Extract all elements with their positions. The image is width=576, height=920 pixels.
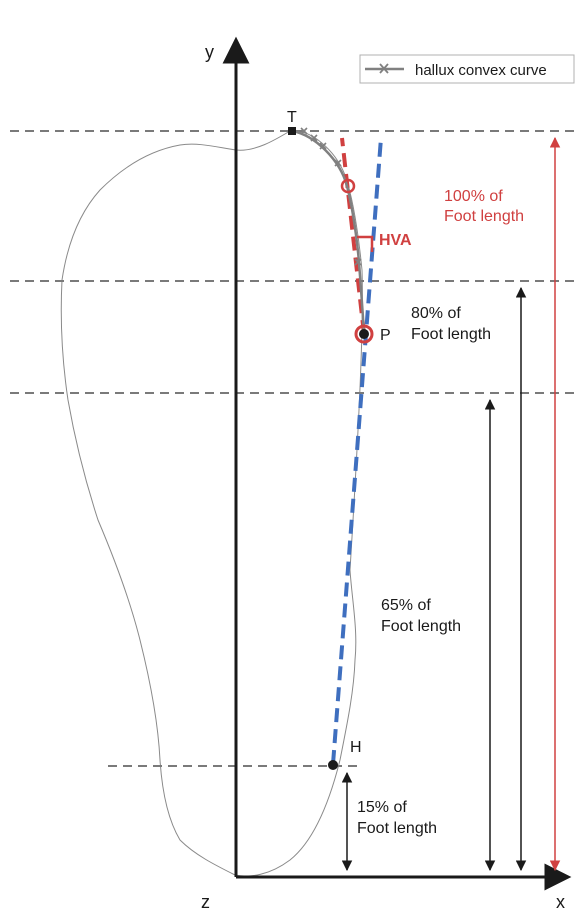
point-p-marker — [359, 329, 369, 339]
point-p-ring — [354, 324, 374, 344]
label-65-line1: 65% of — [381, 597, 431, 614]
legend-label: hallux convex curve — [415, 62, 547, 79]
label-15-line1: 15% of — [357, 799, 407, 816]
z-axis-label: z — [201, 892, 210, 912]
curve-inflection-marker — [340, 178, 356, 194]
label-100-line1: 100% of — [444, 188, 503, 205]
label-65-line2: Foot length — [381, 618, 461, 635]
label-100-line2: Foot length — [444, 208, 524, 225]
hva-label: HVA — [379, 232, 412, 249]
hallux-line — [340, 137, 366, 335]
hallux-convex-curve — [291, 129, 366, 335]
y-axis-label: y — [205, 42, 214, 62]
legend: hallux convex curve — [359, 54, 575, 84]
x-axis-label: x — [556, 892, 565, 912]
point-h-label: H — [350, 739, 362, 756]
point-p-label: P — [380, 327, 391, 344]
hva-bracket — [357, 235, 374, 252]
label-15-line2: Foot length — [357, 820, 437, 837]
point-t-label: T — [287, 109, 297, 126]
label-80-line1: 80% of — [411, 305, 461, 322]
curve-markers — [300, 127, 362, 266]
label-80-line2: Foot length — [411, 326, 491, 343]
point-h-marker — [328, 760, 338, 770]
foot-outline — [60, 130, 363, 877]
legend-x-marker — [379, 63, 389, 74]
point-t-marker — [288, 127, 296, 135]
